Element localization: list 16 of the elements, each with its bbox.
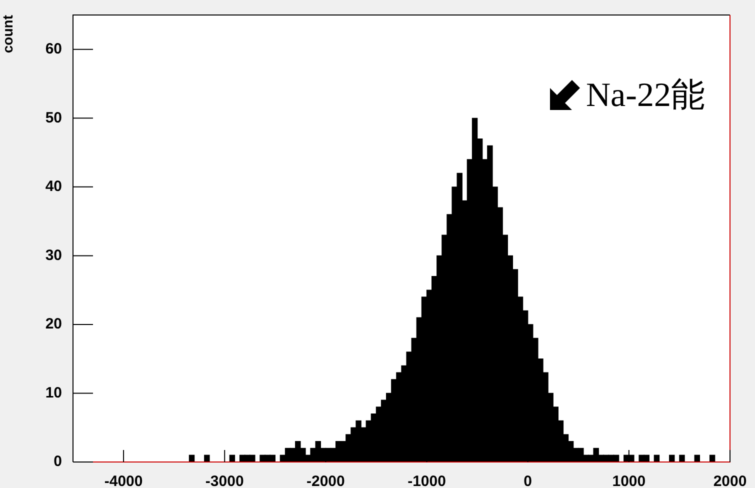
y-axis-title: count — [0, 14, 16, 54]
x-tick-label: 0 — [524, 473, 532, 488]
y-tick-label: 20 — [45, 316, 62, 333]
y-tick-label: 10 — [45, 384, 62, 402]
y-tick-label: 50 — [45, 109, 62, 126]
y-tick-label: 30 — [45, 246, 62, 264]
x-tick-label: -3000 — [205, 473, 244, 488]
y-tick-label: 60 — [45, 40, 62, 58]
x-tick-label: -4000 — [104, 473, 143, 488]
y-tick-label: 40 — [45, 178, 62, 196]
annotation: Na-22能 — [586, 76, 705, 116]
x-tick-label: -2000 — [306, 473, 345, 488]
x-tick-label: 2000 — [713, 473, 747, 488]
x-tick-label: 1000 — [612, 473, 646, 488]
x-tick-label: -1000 — [408, 473, 446, 488]
y-tick-label: 0 — [54, 453, 62, 470]
